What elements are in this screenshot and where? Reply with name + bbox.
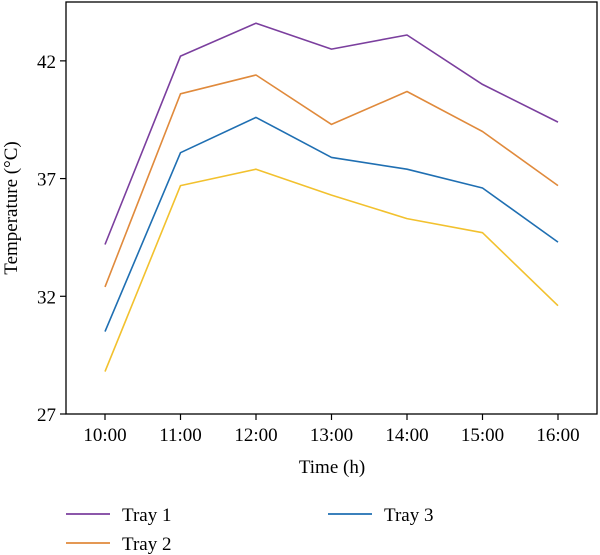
series-line-4 [104, 168, 559, 372]
plot-frame [65, 1, 598, 415]
legend-label-1: Tray 1 [122, 505, 171, 526]
y-tick-label: 37 [37, 170, 56, 191]
y-tick-label: 32 [37, 287, 56, 308]
x-tick-label: 16:00 [536, 425, 579, 446]
series-line-1 [104, 22, 559, 245]
y-axis-title: Temperature (°C) [1, 141, 22, 274]
x-tick-label: 10:00 [83, 425, 126, 446]
legend-label-3: Tray 3 [384, 505, 433, 526]
x-tick-label: 13:00 [310, 425, 353, 446]
x-tick-label: 12:00 [234, 425, 277, 446]
x-tick-label: 11:00 [159, 425, 202, 446]
legend-label-2: Tray 2 [122, 534, 171, 555]
series-lines [104, 22, 559, 372]
y-tick-label: 27 [37, 405, 56, 426]
legend: Tray 1 Tray 2 Tray 3 [66, 505, 433, 555]
x-tick-label: 15:00 [461, 425, 504, 446]
x-tick-label: 14:00 [385, 425, 428, 446]
y-axis: 27 32 37 42 [37, 52, 66, 426]
y-tick-label: 42 [37, 52, 56, 73]
series-line-2 [104, 74, 559, 288]
series-line-3 [104, 116, 559, 332]
x-axis-title: Time (h) [299, 457, 365, 478]
x-axis: 10:00 11:00 12:00 13:00 14:00 15:00 16:00 [83, 414, 580, 446]
